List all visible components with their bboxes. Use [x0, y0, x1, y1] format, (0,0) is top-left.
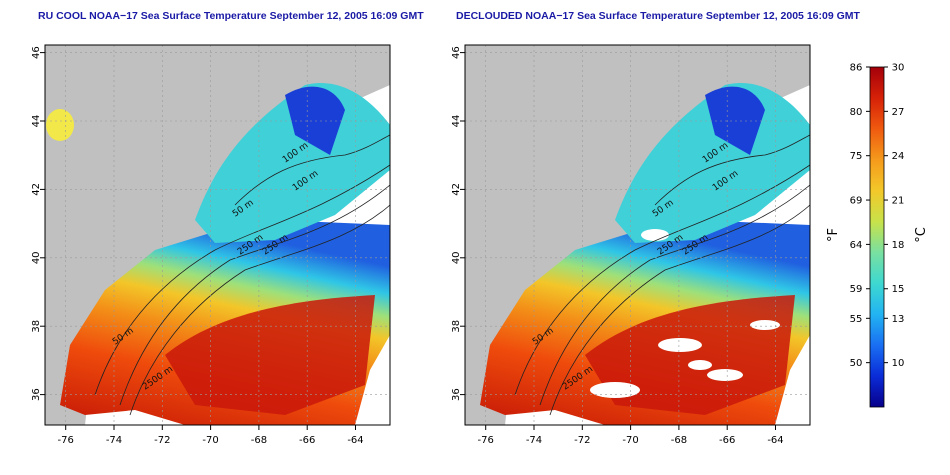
panel-title-left: RU COOL NOAA−17 Sea Surface Temperature … — [38, 10, 424, 22]
x-tick-label: -72 — [574, 435, 590, 446]
plot-frame — [464, 44, 811, 426]
celsius-tick-label: 21 — [892, 196, 905, 207]
sst-cold-shelf — [195, 83, 390, 243]
x-tick-label: -72 — [154, 435, 170, 446]
cloud-gap — [641, 229, 669, 241]
celsius-tick-label: 13 — [892, 314, 905, 325]
contour-50m — [94, 164, 390, 396]
celsius-unit-label: °C — [914, 227, 929, 243]
contour-50m — [514, 164, 810, 396]
cloud-gap — [688, 360, 712, 370]
sst-gulf-stream-core — [165, 295, 375, 415]
cloud-gap — [590, 382, 640, 398]
y-tick-label: 46 — [31, 46, 42, 59]
temperature-colorbar: 30 86 27 80 24 75 21 69 18 64 15 59 13 55 10 50 °F °C — [826, 63, 929, 408]
y-tick-label: 40 — [451, 251, 462, 264]
contour-250m — [539, 184, 810, 406]
fahrenheit-tick-label: 64 — [850, 240, 863, 251]
celsius-tick-label: 30 — [892, 63, 905, 74]
y-tick-label: 46 — [451, 46, 462, 59]
plot-frame — [44, 44, 391, 426]
panel-title-right: DECLOUDED NOAA−17 Sea Surface Temperatur… — [456, 10, 860, 22]
celsius-tick-label: 10 — [892, 358, 905, 369]
x-tick-label: -76 — [478, 435, 494, 446]
colorbar-ramp — [869, 66, 885, 408]
y-tick-label: 36 — [31, 388, 42, 401]
y-tick-label: 38 — [451, 320, 462, 333]
fahrenheit-tick-label: 50 — [850, 358, 863, 369]
fahrenheit-tick-label: 55 — [850, 314, 863, 325]
y-tick-label: 44 — [451, 115, 462, 128]
x-tick-label: -70 — [622, 435, 638, 446]
fahrenheit-tick-label: 69 — [850, 196, 863, 207]
sst-island-patch — [46, 109, 74, 141]
cloud-gap — [750, 320, 780, 330]
contour-100m — [654, 134, 810, 206]
x-tick-label: -66 — [719, 435, 735, 446]
fahrenheit-tick-label: 80 — [850, 107, 863, 118]
y-tick-label: 36 — [451, 388, 462, 401]
contour-100m — [234, 134, 390, 206]
x-tick-label: -66 — [299, 435, 315, 446]
y-tick-label: 42 — [31, 183, 42, 196]
x-tick-label: -64 — [347, 435, 363, 446]
fahrenheit-tick-label: 86 — [850, 63, 863, 74]
x-tick-label: -68 — [671, 435, 687, 446]
y-tick-label: 44 — [31, 115, 42, 128]
x-tick-label: -70 — [202, 435, 218, 446]
x-tick-label: -74 — [106, 435, 122, 446]
x-tick-label: -68 — [251, 435, 267, 446]
x-tick-label: -64 — [767, 435, 783, 446]
celsius-tick-label: 27 — [892, 107, 905, 118]
fahrenheit-unit-label: °F — [826, 228, 841, 242]
x-tick-label: -76 — [58, 435, 74, 446]
cloud-gap — [707, 369, 743, 381]
fahrenheit-tick-label: 75 — [850, 151, 863, 162]
sst-gulf-stream-core — [585, 295, 795, 415]
x-tick-label: -74 — [526, 435, 542, 446]
y-tick-label: 40 — [31, 251, 42, 264]
contour-250m — [119, 184, 390, 406]
celsius-tick-label: 18 — [892, 240, 905, 251]
y-tick-label: 38 — [31, 320, 42, 333]
sst-cold-shelf — [615, 83, 810, 243]
y-tick-label: 42 — [451, 183, 462, 196]
celsius-tick-label: 15 — [892, 284, 905, 295]
contour-2500m — [549, 204, 810, 416]
fahrenheit-tick-label: 59 — [850, 284, 863, 295]
cloud-gap — [658, 338, 702, 352]
celsius-tick-label: 24 — [892, 151, 905, 162]
contour-2500m — [129, 204, 390, 416]
